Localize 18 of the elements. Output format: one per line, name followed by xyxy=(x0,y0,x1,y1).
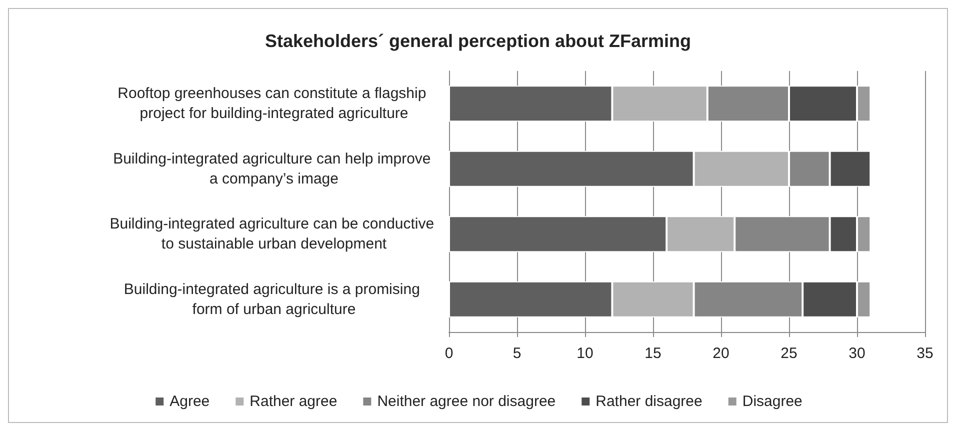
x-tick-label: 15 xyxy=(644,345,662,362)
chart-title: Stakeholders´ general perception about ZFarming xyxy=(264,31,692,51)
legend-label: Disagree xyxy=(742,393,802,410)
legend-label: Agree xyxy=(170,393,210,410)
x-tick-label: 20 xyxy=(712,345,730,362)
legend-label: Rather agree xyxy=(250,393,338,410)
x-tick-label: 10 xyxy=(576,345,594,362)
x-tick-label: 30 xyxy=(848,345,866,362)
y-tick-label: Building-integrated agriculture can help improve a company’s image xyxy=(113,150,435,188)
x-tick-label: 0 xyxy=(444,345,454,362)
legend-label: Rather disagree xyxy=(596,393,702,410)
x-tick-label: 5 xyxy=(512,345,522,362)
y-tick-label: Rooftop greenhouses can constitute a flagship project for building-integrated agriculture xyxy=(118,85,430,122)
x-tick-label: 25 xyxy=(780,345,798,362)
y-tick-label: Building-integrated agriculture can be conductive to sustainable urban development xyxy=(110,216,438,253)
x-tick-label: 35 xyxy=(916,345,934,362)
legend-label: Neither agree nor disagree xyxy=(377,393,556,410)
y-tick-label: Building-integrated agriculture is a promising form of urban agriculture xyxy=(124,280,424,318)
